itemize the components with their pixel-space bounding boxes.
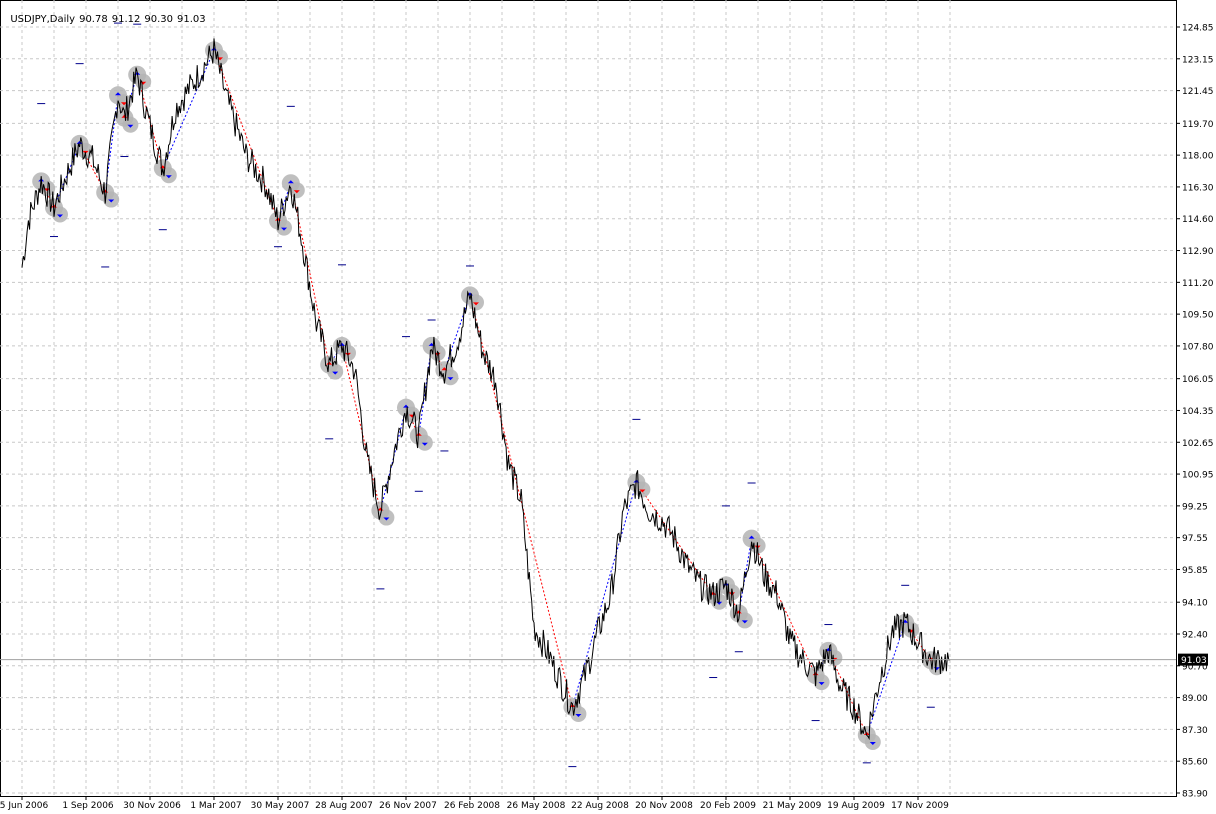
y-tick-label: 99.25 <box>1182 502 1208 512</box>
zigzag-segment <box>162 50 215 169</box>
buy-arrow-icon <box>748 535 755 539</box>
zigzag-segment <box>443 295 471 371</box>
y-tick-label: 100.95 <box>1182 471 1214 481</box>
x-tick-label: 20 Feb 2009 <box>700 801 756 811</box>
y-tick-label: 123.15 <box>1182 55 1214 65</box>
buy-arrow-icon <box>447 377 454 381</box>
x-tick-label: 20 Nov 2008 <box>635 801 693 811</box>
y-tick-label: 95.85 <box>1182 566 1208 576</box>
x-tick-label: 28 Aug 2007 <box>315 801 373 811</box>
x-tick-label: 17 Nov 2009 <box>891 801 949 811</box>
high-value: 91.12 <box>111 14 141 25</box>
price-series <box>21 38 951 741</box>
chart-header: USDJPY,Daily 90.78 91.12 90.30 91.03 <box>4 3 210 25</box>
y-tick-label: 87.30 <box>1182 726 1208 736</box>
y-tick-label: 124.85 <box>1182 24 1214 34</box>
buy-arrow-icon <box>383 517 390 521</box>
buy-arrow-icon <box>741 620 748 624</box>
x-tick-label: 26 Nov 2007 <box>379 801 437 811</box>
y-tick-label: 92.40 <box>1182 631 1208 641</box>
buy-arrow-icon <box>165 175 172 179</box>
sell-arrow-icon <box>729 592 735 596</box>
y-tick-label: 90.70 <box>1182 662 1208 672</box>
sell-arrow-icon <box>473 302 479 306</box>
plot-frame <box>0 0 1177 797</box>
y-tick-label: 83.90 <box>1182 790 1208 800</box>
buy-arrow-icon <box>115 92 121 96</box>
y-tick-label: 119.70 <box>1182 120 1214 130</box>
buy-arrow-icon <box>869 742 876 746</box>
x-tick-label: 1 Sep 2006 <box>62 801 114 811</box>
x-tick-label: 30 May 2007 <box>251 801 310 811</box>
zigzag-segment <box>53 143 81 208</box>
buy-arrow-icon <box>332 371 339 375</box>
y-tick-label: 106.05 <box>1182 375 1214 385</box>
x-tick-label: 22 Aug 2008 <box>571 801 629 811</box>
sell-arrow-icon <box>812 672 819 676</box>
buy-arrow-icon <box>57 214 63 218</box>
x-tick-label: 26 May 2008 <box>507 801 566 811</box>
buy-arrow-icon <box>287 180 294 184</box>
y-tick-label: 102.65 <box>1182 439 1214 449</box>
grid-lines <box>0 0 1176 796</box>
low-value: 90.30 <box>144 14 173 25</box>
y-tick-label: 121.45 <box>1182 87 1214 97</box>
y-tick-label: 104.35 <box>1182 407 1214 417</box>
buy-arrow-icon <box>127 124 134 128</box>
x-tick-label: 5 Jun 2006 <box>0 801 48 811</box>
buy-arrow-icon <box>818 682 825 686</box>
buy-arrow-icon <box>339 342 345 346</box>
y-tick-label: 118.00 <box>1182 152 1214 162</box>
x-tick-label: 19 Aug 2009 <box>827 801 885 811</box>
sell-arrow-icon <box>863 732 870 736</box>
y-tick-label: 85.60 <box>1182 758 1208 768</box>
y-tick-label: 107.80 <box>1182 342 1214 352</box>
buy-arrow-icon <box>575 713 582 717</box>
y-tick-label: 94.10 <box>1182 599 1208 609</box>
y-tick-label: 116.30 <box>1182 183 1214 193</box>
y-tick-label: 89.00 <box>1182 694 1208 704</box>
signal-markers <box>32 22 945 768</box>
current-price-badge <box>1178 653 1208 666</box>
price-line <box>21 38 951 741</box>
current-price-label: 91.03 <box>1181 656 1207 666</box>
zigzag-segment <box>290 183 330 365</box>
sell-arrow-icon <box>121 102 127 106</box>
sell-arrow-icon <box>293 190 300 194</box>
buy-arrow-icon <box>281 227 287 231</box>
y-tick-label: 97.55 <box>1182 534 1208 544</box>
zigzag-segment <box>571 482 637 708</box>
y-tick-label: 114.60 <box>1182 215 1214 225</box>
zigzag-segment <box>469 295 573 708</box>
x-tick-label: 1 Mar 2007 <box>190 801 241 811</box>
open-value: 90.78 <box>79 14 108 25</box>
x-tick-label: 26 Feb 2008 <box>444 801 500 811</box>
close-value: 91.03 <box>177 14 206 25</box>
current-price-tag: 91.03 <box>0 653 1208 666</box>
buy-arrow-icon <box>421 442 428 446</box>
y-tick-label: 112.90 <box>1182 247 1214 257</box>
symbol-label: USDJPY,Daily <box>10 14 76 25</box>
sell-arrow-icon <box>639 489 646 493</box>
y-tick-label: 109.50 <box>1182 311 1214 321</box>
x-tick-label: 21 May 2009 <box>763 801 822 811</box>
x-tick-label: 30 Nov 2006 <box>123 801 181 811</box>
y-tick-label: 111.20 <box>1182 279 1214 289</box>
buy-arrow-icon <box>108 199 115 203</box>
y-axis: 124.85 123.15 121.45 119.70 118.00 116.30 114.… <box>1176 24 1214 800</box>
sell-arrow-icon <box>44 188 51 192</box>
buy-arrow-icon <box>76 140 83 144</box>
x-axis: 5 Jun 2006 1 Sep 2006 30 Nov 2006 1 Mar 200… <box>0 796 949 811</box>
